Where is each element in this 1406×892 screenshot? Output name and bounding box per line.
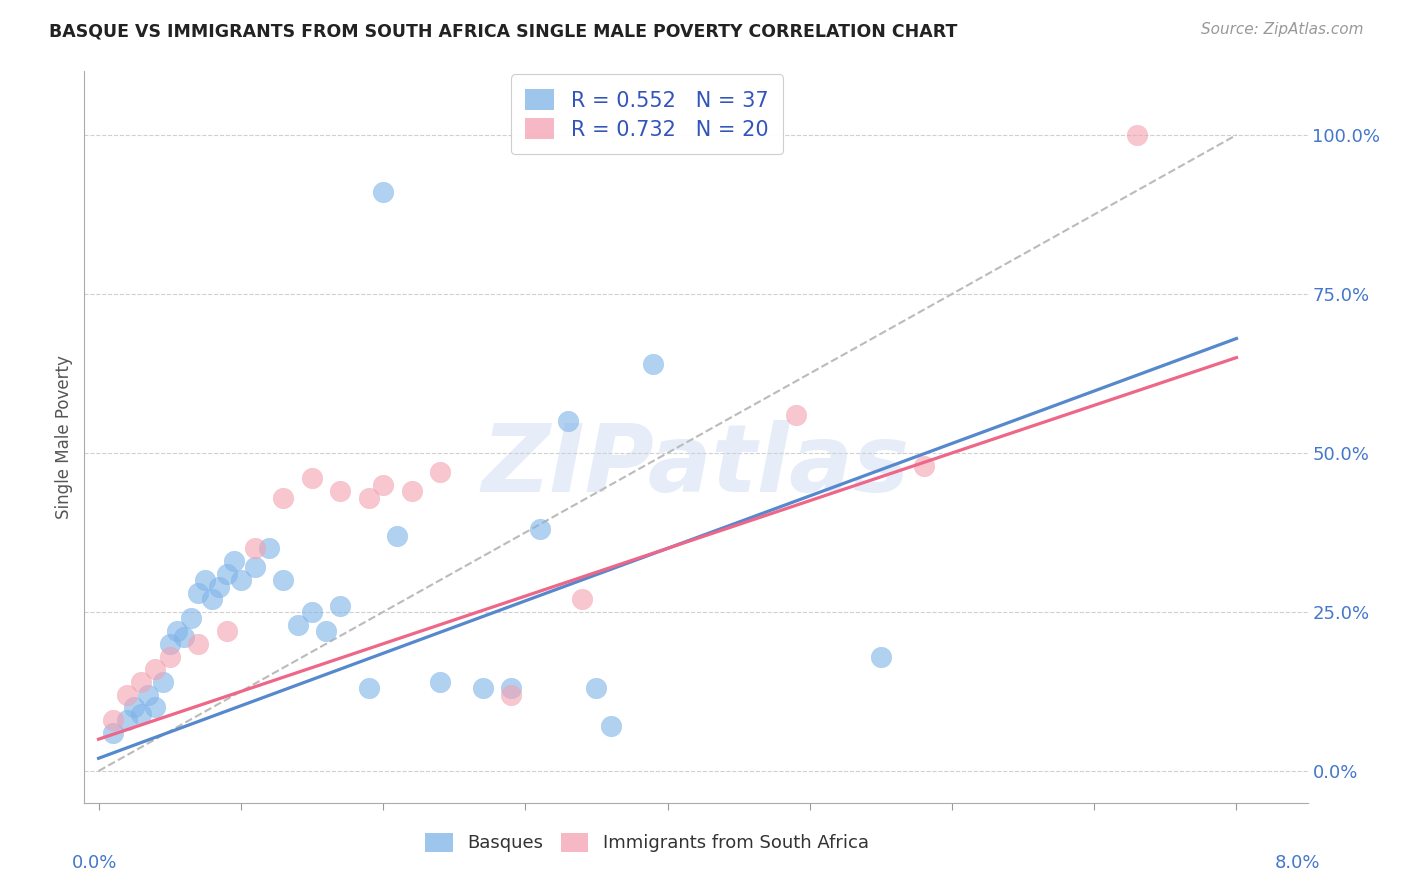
Point [599, 719, 621, 733]
Point [243, 560, 266, 574]
Point [222, 554, 245, 568]
Text: 0.0%: 0.0% [72, 854, 118, 872]
Point [499, 681, 522, 696]
Point [187, 586, 209, 600]
Point [287, 617, 309, 632]
Text: ZIPatlas: ZIPatlas [482, 420, 910, 512]
Text: BASQUE VS IMMIGRANTS FROM SOUTH AFRICA SINGLE MALE POVERTY CORRELATION CHART: BASQUE VS IMMIGRANTS FROM SOUTH AFRICA S… [49, 22, 957, 40]
Point [229, 573, 252, 587]
Point [273, 573, 295, 587]
Point [145, 662, 167, 676]
Point [1126, 128, 1149, 142]
Point [329, 484, 352, 499]
Point [159, 649, 181, 664]
Point [159, 637, 181, 651]
Text: Source: ZipAtlas.com: Source: ZipAtlas.com [1201, 22, 1364, 37]
Point [122, 700, 145, 714]
Point [301, 471, 323, 485]
Point [785, 408, 807, 422]
Point [215, 566, 238, 581]
Point [357, 491, 380, 505]
Point [215, 624, 238, 638]
Point [357, 681, 380, 696]
Point [173, 631, 195, 645]
Point [129, 675, 152, 690]
Point [585, 681, 607, 696]
Point [115, 713, 138, 727]
Point [643, 357, 665, 371]
Point [429, 465, 451, 479]
Point [387, 529, 409, 543]
Point [194, 573, 217, 587]
Point [499, 688, 522, 702]
Point [115, 688, 138, 702]
Point [273, 491, 295, 505]
Point [152, 675, 174, 690]
Point [371, 185, 394, 199]
Legend: Basques, Immigrants from South Africa: Basques, Immigrants from South Africa [418, 826, 876, 860]
Point [180, 611, 202, 625]
Point [208, 580, 231, 594]
Point [471, 681, 494, 696]
Point [571, 592, 593, 607]
Point [243, 541, 266, 556]
Point [201, 592, 224, 607]
Point [145, 700, 167, 714]
Point [529, 522, 551, 536]
Point [187, 637, 209, 651]
Point [315, 624, 337, 638]
Point [371, 477, 394, 491]
Point [101, 726, 124, 740]
Point [166, 624, 188, 638]
Point [401, 484, 423, 499]
Point [138, 688, 160, 702]
Point [101, 713, 124, 727]
Point [557, 414, 579, 428]
Text: 8.0%: 8.0% [1274, 854, 1320, 872]
Y-axis label: Single Male Poverty: Single Male Poverty [55, 355, 73, 519]
Point [259, 541, 281, 556]
Point [301, 605, 323, 619]
Point [912, 458, 935, 473]
Point [129, 706, 152, 721]
Point [329, 599, 352, 613]
Point [429, 675, 451, 690]
Point [870, 649, 893, 664]
